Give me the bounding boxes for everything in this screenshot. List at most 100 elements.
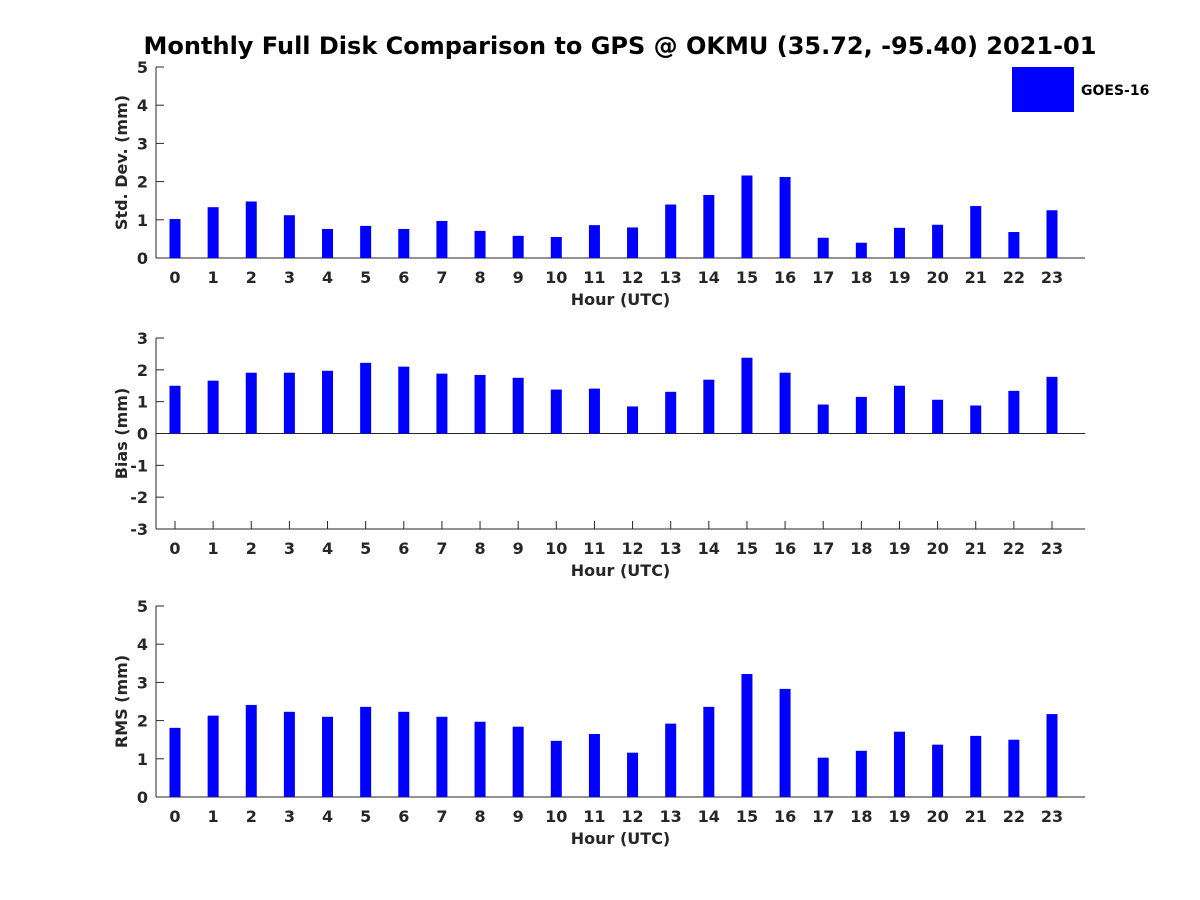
bias-ytick-label: -3 — [130, 520, 148, 539]
rms-bar-hour-16 — [779, 688, 791, 797]
std-dev-bar-hour-13 — [665, 204, 677, 258]
bias-xtick-label: 21 — [965, 539, 987, 558]
rms-xtick-label: 2 — [246, 807, 257, 826]
std-dev-bar-hour-6 — [398, 228, 410, 258]
bias-xtick-label: 7 — [436, 539, 447, 558]
std-dev-bar-hour-5 — [360, 225, 372, 258]
bias-xtick-label: 6 — [398, 539, 409, 558]
bias-xtick-label: 3 — [284, 539, 295, 558]
std-dev-xtick-label: 15 — [736, 268, 758, 287]
rms-bar-hour-0 — [169, 727, 181, 797]
bias-xtick-label: 13 — [660, 539, 682, 558]
bias-bar-hour-4 — [322, 370, 334, 434]
bias-bar-hour-17 — [817, 404, 829, 434]
bias-ytick-label: 3 — [137, 329, 148, 348]
bias-xtick-label: 17 — [812, 539, 834, 558]
std-dev-xtick-label: 21 — [965, 268, 987, 287]
std-dev-xtick-label: 2 — [246, 268, 257, 287]
bias-bar-hour-1 — [207, 380, 219, 434]
bias-bar-hour-3 — [283, 372, 295, 434]
rms-xtick-label: 20 — [926, 807, 948, 826]
rms-bar-hour-2 — [245, 704, 257, 797]
std-dev-xtick-label: 8 — [474, 268, 485, 287]
rms-bar-hour-7 — [436, 716, 448, 797]
std-dev-bar-hour-1 — [207, 207, 219, 258]
rms-bar-hour-5 — [360, 706, 372, 797]
rms-xtick-label: 0 — [169, 807, 180, 826]
std-dev-bar-hour-12 — [627, 227, 639, 258]
bias-bar-hour-21 — [970, 405, 982, 434]
bias-bar-hour-19 — [893, 385, 905, 434]
std-dev-bar-hour-9 — [512, 235, 524, 258]
bias-bar-hour-8 — [474, 374, 486, 434]
std-dev-ytick-label: 3 — [137, 134, 148, 153]
std-dev-bar-hour-3 — [283, 215, 295, 258]
legend-swatch-goes-16 — [1012, 67, 1074, 112]
bias-xtick-label: 20 — [926, 539, 948, 558]
rms-bar-hour-13 — [665, 723, 677, 797]
rms-xtick-label: 3 — [284, 807, 295, 826]
rms-bar-hour-23 — [1046, 714, 1058, 797]
rms-bar-hour-6 — [398, 711, 410, 797]
bias-bar-hour-10 — [550, 389, 562, 434]
rms-bar-hour-22 — [1008, 739, 1020, 797]
std-dev-bar-hour-23 — [1046, 210, 1058, 258]
bias-xtick-label: 9 — [513, 539, 524, 558]
bias-xtick-label: 14 — [698, 539, 720, 558]
rms-x-axis-label: Hour (UTC) — [571, 829, 671, 848]
std-dev-xtick-label: 11 — [583, 268, 605, 287]
bias-bar-hour-15 — [741, 357, 753, 434]
rms-xtick-label: 23 — [1041, 807, 1063, 826]
std-dev-ytick-label: 0 — [137, 249, 148, 268]
std-dev-xtick-label: 13 — [660, 268, 682, 287]
rms-bar-hour-18 — [855, 750, 867, 797]
bias-bar-hour-2 — [245, 372, 257, 434]
bias-bar-hour-5 — [360, 362, 372, 434]
rms-xtick-label: 19 — [888, 807, 910, 826]
rms-xtick-label: 8 — [474, 807, 485, 826]
bias-ytick-label: 1 — [137, 393, 148, 412]
std-dev-ytick-label: 4 — [137, 96, 148, 115]
bias-ytick-label: 0 — [137, 425, 148, 444]
std-dev-bar-hour-16 — [779, 177, 791, 258]
std-dev-xtick-label: 4 — [322, 268, 333, 287]
bias-bar-hour-23 — [1046, 376, 1058, 434]
std-dev-bar-hour-19 — [893, 227, 905, 258]
bias-bar-hour-7 — [436, 373, 448, 434]
rms-xtick-label: 22 — [1003, 807, 1025, 826]
bias-xtick-label: 2 — [246, 539, 257, 558]
bias-ytick-label: -2 — [130, 488, 148, 507]
bias-xtick-label: 10 — [545, 539, 567, 558]
std-dev-y-axis-label: Std. Dev. (mm) — [112, 95, 131, 230]
rms-bar-hour-12 — [627, 752, 639, 797]
bias-bar-hour-14 — [703, 379, 715, 434]
bias-bar-hour-12 — [627, 406, 639, 434]
rms-ytick-label: 4 — [137, 635, 148, 654]
std-dev-bar-hour-10 — [550, 236, 562, 258]
bias-ytick-label: -1 — [130, 456, 148, 475]
rms-xtick-label: 16 — [774, 807, 796, 826]
bias-xtick-label: 15 — [736, 539, 758, 558]
std-dev-xtick-label: 23 — [1041, 268, 1063, 287]
std-dev-bar-hour-20 — [932, 224, 944, 258]
std-dev-xtick-label: 7 — [436, 268, 447, 287]
rms-bar-hour-1 — [207, 715, 219, 797]
rms-bar-hour-10 — [550, 740, 562, 797]
bias-xtick-label: 22 — [1003, 539, 1025, 558]
rms-ytick-label: 2 — [137, 712, 148, 731]
rms-bar-hour-14 — [703, 706, 715, 797]
rms-xtick-label: 11 — [583, 807, 605, 826]
bias-bar-hour-22 — [1008, 390, 1020, 434]
std-dev-xtick-label: 18 — [850, 268, 872, 287]
bias-xtick-label: 4 — [322, 539, 333, 558]
bias-xtick-label: 8 — [474, 539, 485, 558]
bias-bar-hour-20 — [932, 399, 944, 434]
rms-xtick-label: 6 — [398, 807, 409, 826]
rms-xtick-label: 5 — [360, 807, 371, 826]
std-dev-xtick-label: 3 — [284, 268, 295, 287]
rms-bar-hour-15 — [741, 673, 753, 797]
std-dev-xtick-label: 10 — [545, 268, 567, 287]
rms-ytick-label: 0 — [137, 788, 148, 807]
std-dev-ytick-label: 2 — [137, 173, 148, 192]
